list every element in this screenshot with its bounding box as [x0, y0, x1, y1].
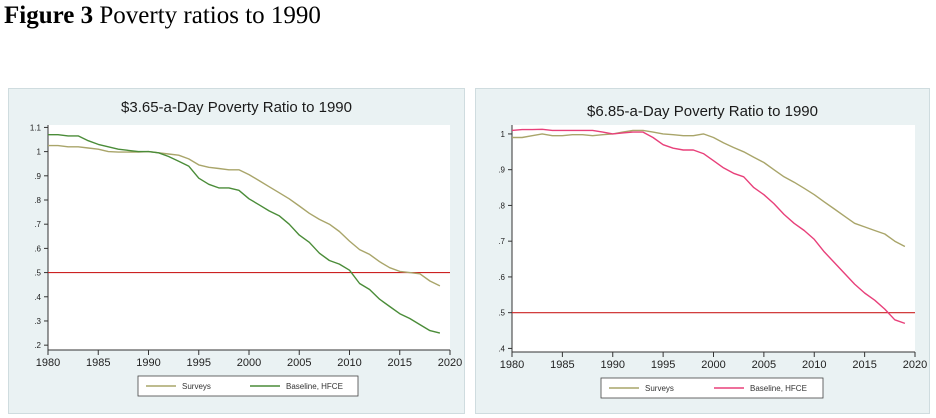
- x-tick-label: 2000: [701, 359, 725, 371]
- y-tick-label: .7: [498, 237, 505, 246]
- figure-label: Figure 3: [4, 2, 94, 29]
- series-line-surveys: [48, 144, 441, 287]
- y-tick-label: 1: [501, 130, 506, 139]
- x-tick-label: 1990: [601, 359, 625, 371]
- y-tick-label: .3: [34, 317, 41, 326]
- y-tick-label: .6: [498, 273, 505, 282]
- y-tick-label: .8: [34, 196, 41, 205]
- x-tick-label: 1980: [36, 357, 60, 369]
- chart-right: $6.85-a-Day Poverty Ratio to 1990 .4 .5 .6.…: [475, 88, 930, 414]
- figure-title: Figure 3 Poverty ratios to 1990: [4, 2, 321, 30]
- x-tick-label: 2015: [852, 359, 876, 371]
- series-line-baseline-hfce: [48, 134, 441, 334]
- x-tick-label: 2020: [438, 357, 462, 369]
- chart-title: $3.65-a-Day Poverty Ratio to 1990: [121, 99, 352, 116]
- y-tick-label: .8: [498, 201, 505, 210]
- x-tick-label: 2015: [388, 357, 412, 369]
- x-tick-label: 1995: [187, 357, 211, 369]
- x-tick-label: 2005: [752, 359, 776, 371]
- y-tick-label: .7: [34, 220, 41, 229]
- figure-caption: Poverty ratios to 1990: [99, 2, 321, 29]
- y-tick-label: .9: [34, 172, 41, 181]
- y-tick-label: .5: [34, 269, 41, 278]
- x-tick-label: 2010: [802, 359, 826, 371]
- y-tick-label: .2: [34, 341, 41, 350]
- series-line-surveys: [512, 129, 906, 248]
- legend-label: Baseline, HFCE: [750, 384, 807, 393]
- y-tick-label: .4: [498, 344, 505, 353]
- y-tick-label: .4: [34, 293, 41, 302]
- y-tick-label: .6: [34, 244, 41, 253]
- x-tick-label: 1990: [136, 357, 160, 369]
- chart-left: $3.65-a-Day Poverty Ratio to 1990 .2 .3 .4.…: [8, 88, 465, 414]
- plot-area: [512, 125, 915, 352]
- legend-label: Baseline, HFCE: [286, 382, 343, 391]
- y-tick-label: 1.1: [30, 123, 42, 132]
- x-tick-label: 2020: [903, 359, 927, 371]
- plot-area: [48, 125, 450, 350]
- legend-label: Surveys: [182, 382, 211, 391]
- legend-box: [600, 377, 824, 399]
- x-tick-label: 1995: [651, 359, 675, 371]
- x-tick-label: 1985: [86, 357, 110, 369]
- x-tick-label: 2000: [237, 357, 261, 369]
- legend-box: [137, 375, 359, 397]
- y-tick-label: 1: [37, 148, 42, 157]
- x-tick-label: 1985: [550, 359, 574, 371]
- x-tick-label: 2005: [287, 357, 311, 369]
- legend-label: Surveys: [645, 384, 674, 393]
- chart-title: $6.85-a-Day Poverty Ratio to 1990: [587, 103, 818, 120]
- y-tick-label: .5: [498, 309, 505, 318]
- series-line-baseline-hfce: [511, 128, 906, 325]
- x-tick-label: 2010: [337, 357, 361, 369]
- x-tick-label: 1980: [500, 359, 524, 371]
- y-tick-label: .9: [498, 166, 505, 175]
